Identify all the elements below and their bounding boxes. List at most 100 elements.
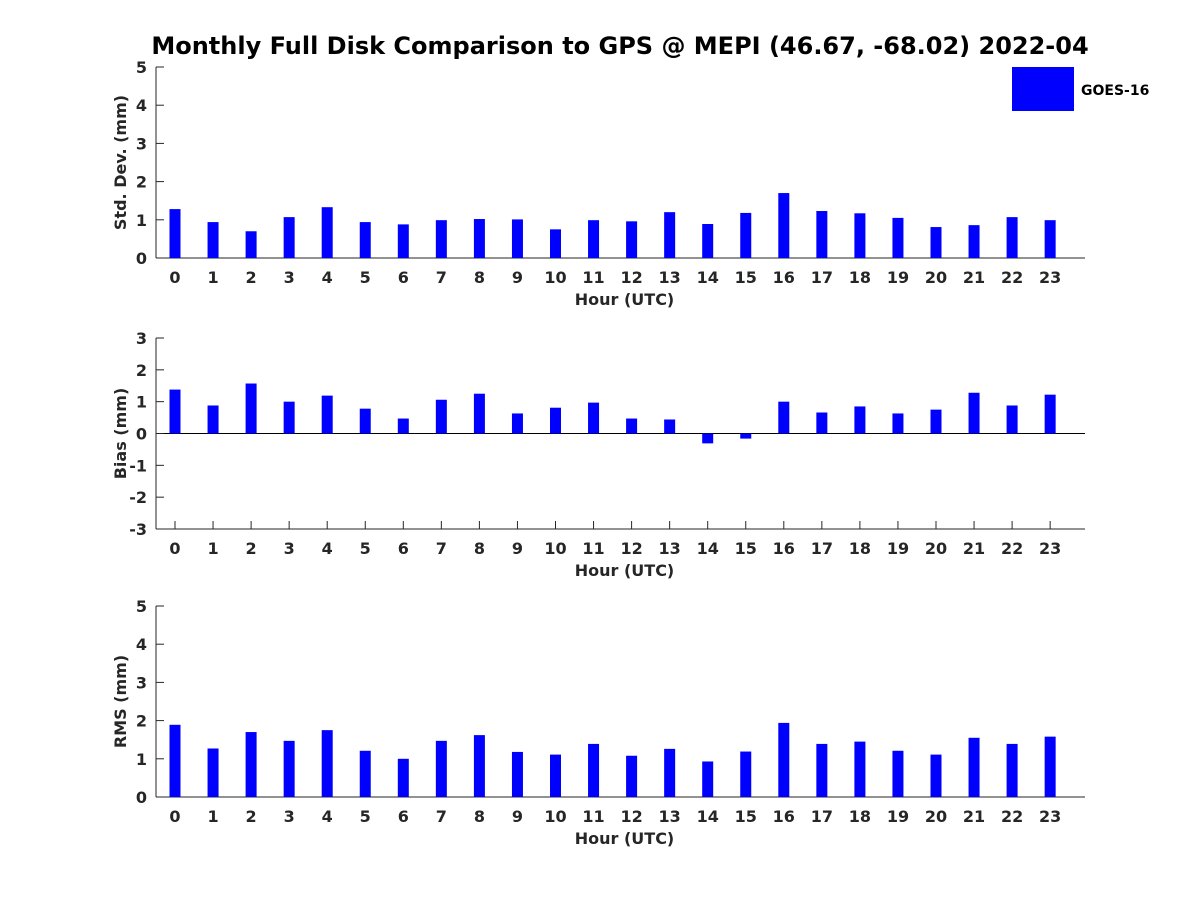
bar-hour-21 [968, 225, 980, 258]
x-tick-label: 13 [659, 807, 681, 826]
y-tick-label: -3 [129, 520, 147, 539]
bar-hour-10 [550, 754, 561, 797]
bar-hour-17 [816, 412, 828, 434]
x-tick-label: 23 [1039, 807, 1061, 826]
bar-hour-16 [778, 193, 790, 258]
x-tick-label: 15 [735, 268, 757, 287]
bar-hour-22 [1006, 217, 1018, 258]
bar-hour-9 [511, 219, 523, 258]
x-tick-label: 17 [811, 807, 833, 826]
bar-hour-6 [397, 224, 409, 258]
y-tick-label: 0 [136, 425, 147, 444]
bar-hour-11 [588, 402, 600, 434]
x-axis-label: Hour (UTC) [575, 290, 675, 309]
x-tick-label: 14 [697, 807, 719, 826]
x-tick-label: 11 [582, 268, 604, 287]
bar-hour-9 [511, 413, 523, 434]
bar-hour-4 [321, 395, 333, 434]
y-tick-label: 1 [136, 393, 147, 412]
bar-hour-19 [892, 750, 904, 797]
bar-hour-14 [702, 433, 714, 444]
x-tick-label: 1 [207, 539, 218, 558]
bar-hour-19 [892, 413, 904, 434]
bar-hour-8 [473, 735, 485, 797]
x-tick-label: 23 [1039, 539, 1061, 558]
bar-hour-0 [169, 389, 181, 434]
bar-hour-16 [778, 401, 790, 434]
x-tick-label: 2 [246, 807, 257, 826]
x-tick-label: 11 [582, 807, 604, 826]
bar-hour-7 [435, 399, 447, 434]
bar-hour-6 [397, 758, 409, 797]
x-tick-label: 21 [963, 807, 985, 826]
x-tick-label: 12 [620, 807, 642, 826]
bar-hour-3 [283, 217, 295, 258]
y-tick-label: 0 [136, 788, 147, 807]
bar-hour-15 [740, 212, 752, 258]
x-tick-label: 3 [284, 268, 295, 287]
x-tick-label: 16 [773, 268, 795, 287]
x-tick-label: 9 [512, 268, 523, 287]
x-tick-label: 14 [697, 539, 719, 558]
x-axis-label: Hour (UTC) [575, 829, 675, 848]
bar-hour-23 [1044, 394, 1056, 434]
x-tick-label: 13 [659, 268, 681, 287]
x-tick-label: 17 [811, 539, 833, 558]
bar-hour-20 [930, 409, 942, 434]
x-tick-label: 18 [849, 268, 871, 287]
x-tick-label: 21 [963, 268, 985, 287]
x-tick-label: 8 [474, 539, 485, 558]
x-tick-label: 6 [398, 807, 409, 826]
x-tick-label: 18 [849, 539, 871, 558]
bar-hour-3 [283, 401, 295, 434]
x-tick-label: 6 [398, 268, 409, 287]
bar-hour-1 [207, 405, 219, 434]
x-tick-label: 9 [512, 807, 523, 826]
y-tick-label: 1 [136, 211, 147, 230]
legend-swatch [1012, 67, 1074, 111]
x-tick-label: 3 [284, 539, 295, 558]
bar-hour-14 [702, 761, 714, 797]
x-tick-label: 22 [1001, 539, 1023, 558]
x-tick-label: 8 [474, 268, 485, 287]
y-tick-label: 5 [136, 58, 147, 77]
x-tick-label: 4 [322, 807, 333, 826]
y-tick-label: 2 [136, 712, 147, 731]
bar-hour-18 [854, 213, 866, 258]
bar-hour-14 [702, 224, 714, 258]
bar-hour-11 [588, 743, 600, 797]
bar-hour-20 [930, 754, 942, 797]
x-tick-label: 7 [436, 539, 447, 558]
x-tick-label: 22 [1001, 807, 1023, 826]
bar-hour-8 [473, 219, 485, 258]
bar-hour-5 [359, 750, 371, 797]
bar-hour-21 [968, 737, 980, 797]
bar-hour-11 [588, 220, 600, 258]
bar-hour-20 [930, 227, 942, 258]
bar-hour-21 [968, 392, 980, 434]
bar-hour-5 [359, 408, 371, 434]
bar-hour-2 [245, 383, 257, 434]
x-tick-label: 7 [436, 268, 447, 287]
x-tick-label: 13 [659, 539, 681, 558]
x-tick-label: 0 [169, 539, 180, 558]
x-tick-label: 16 [773, 807, 795, 826]
x-tick-label: 9 [512, 539, 523, 558]
bar-hour-3 [283, 740, 295, 797]
x-tick-label: 5 [360, 268, 371, 287]
bar-hour-5 [359, 222, 371, 258]
bar-hour-1 [207, 222, 219, 258]
x-tick-label: 4 [322, 539, 333, 558]
bar-hour-9 [511, 751, 523, 797]
bar-hour-13 [664, 419, 676, 434]
y-tick-label: -1 [129, 456, 147, 475]
bar-hour-10 [550, 229, 561, 258]
bar-hour-7 [435, 220, 447, 258]
y-axis-label: Std. Dev. (mm) [111, 95, 130, 230]
bar-hour-2 [245, 732, 257, 797]
x-tick-label: 11 [582, 539, 604, 558]
